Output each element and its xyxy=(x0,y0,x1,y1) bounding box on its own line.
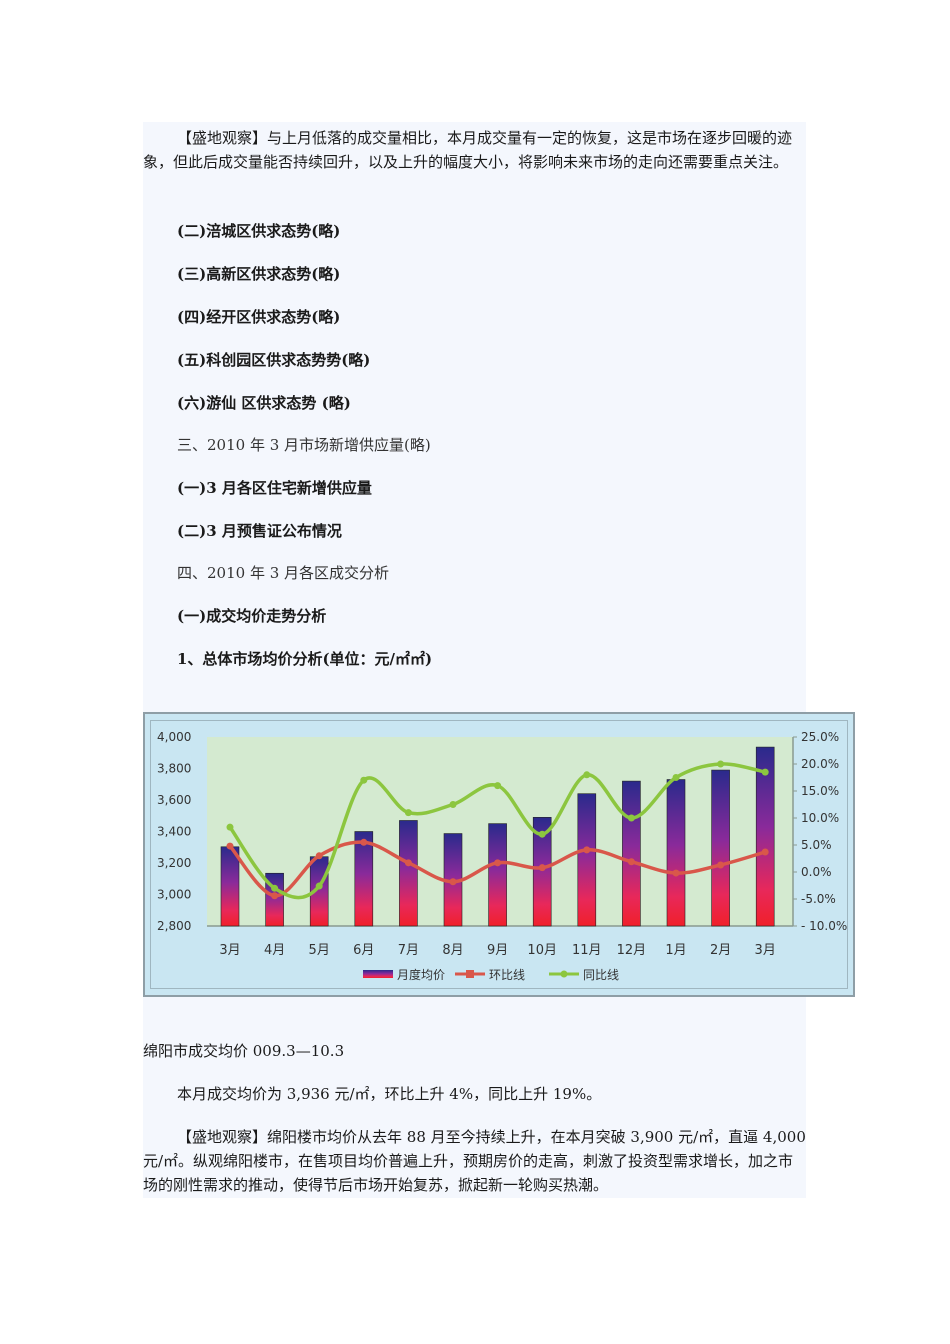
left-axis-tick: 3,400 xyxy=(157,825,191,839)
x-axis-label: 12月 xyxy=(617,943,647,958)
series-marker xyxy=(672,774,680,781)
series-marker xyxy=(583,846,591,854)
section-heading-kechuang: (五)科创园区供求态势势(略) xyxy=(177,351,371,369)
series-marker xyxy=(627,858,635,866)
x-axis-label: 1月 xyxy=(665,943,686,958)
series-marker xyxy=(761,848,769,856)
price-trend-chart: 4,000 3,800 3,600 3,400 3,200 3,000 2,800 25.0%… xyxy=(143,712,855,997)
right-axis-tick: - 10.0% xyxy=(801,919,847,933)
legend-bar-swatch xyxy=(363,970,393,978)
section-heading-jingkai: (四)经开区供求态势(略) xyxy=(177,308,341,326)
left-axis-tick: 3,000 xyxy=(157,888,191,902)
left-axis-tick: 2,800 xyxy=(157,919,191,933)
series-marker xyxy=(494,859,502,867)
series-marker xyxy=(226,823,234,831)
series-marker xyxy=(494,782,502,790)
content-background xyxy=(143,122,806,1198)
left-axis-tick: 4,000 xyxy=(157,730,191,744)
section-heading-transaction: 四、2010 年 3 月各区成交分析 xyxy=(177,564,390,582)
summary-paragraph: 本月成交均价为 3,936 元/㎡，环比上升 4%，同比上升 19%。 xyxy=(177,1085,602,1103)
x-axis-label: 7月 xyxy=(398,943,419,958)
x-axis-label: 11月 xyxy=(572,943,602,958)
bar xyxy=(220,846,240,927)
section-heading-presale: (二)3 月预售证公布情况 xyxy=(177,522,342,540)
x-axis-label: 8月 xyxy=(442,943,463,958)
left-axis-tick: 3,200 xyxy=(157,856,191,870)
legend-mom-marker xyxy=(466,970,474,978)
left-axis-tick: 3,800 xyxy=(157,762,191,776)
series-marker xyxy=(449,801,457,808)
x-axis-label: 5月 xyxy=(309,943,330,958)
series-marker xyxy=(404,859,412,867)
right-axis-tick: 20.0% xyxy=(801,757,839,771)
section-heading-gaoxin: (三)高新区供求态势(略) xyxy=(177,265,341,283)
series-marker xyxy=(360,776,368,784)
series-marker xyxy=(315,852,323,860)
x-axis-label: 2月 xyxy=(710,943,731,958)
series-marker xyxy=(271,884,279,892)
right-axis-tick: -5.0% xyxy=(801,892,836,906)
bar xyxy=(711,769,730,927)
right-axis-tick: 15.0% xyxy=(801,784,839,798)
bar xyxy=(755,746,775,927)
bar xyxy=(532,817,552,927)
bar xyxy=(354,831,374,927)
section-heading-youxian: (六)游仙 区供求态势 (略) xyxy=(177,394,351,412)
section-heading-fucheng: (二)涪城区供求态势(略) xyxy=(177,222,341,240)
intro-paragraph: 【盛地观察】与上月低落的成交量相比，本月成交量有一定的恢复，这是市场在逐步回暖的… xyxy=(143,129,793,171)
legend-label: 月度均价 xyxy=(397,967,445,982)
chart-canvas: 4,000 3,800 3,600 3,400 3,200 3,000 2,800 25.0%… xyxy=(157,730,847,982)
series-marker xyxy=(583,771,591,779)
observation-paragraph: 【盛地观察】绵阳楼市均价从去年 88 月至今持续上升，在本月突破 3,900 元… xyxy=(143,1128,806,1194)
legend-yoy-marker xyxy=(560,970,568,978)
section-heading-price-trend: (一)成交均价走势分析 xyxy=(177,607,327,625)
right-axis-tick: 10.0% xyxy=(801,811,839,825)
series-marker xyxy=(271,892,279,900)
right-axis-tick: 0.0% xyxy=(801,865,832,879)
legend-label: 环比线 xyxy=(489,968,525,982)
section-heading-overall-price: 1、总体市场均价分析(单位：元/㎡㎡) xyxy=(177,650,433,668)
x-axis-label: 4月 xyxy=(264,943,285,958)
series-marker xyxy=(315,882,323,890)
series-marker xyxy=(761,768,769,776)
series-marker xyxy=(627,814,635,822)
x-axis-label: 6月 xyxy=(353,943,374,958)
x-axis-label: 9月 xyxy=(487,943,508,958)
series-marker xyxy=(538,830,546,838)
section-heading-new-supply: (一)3 月各区住宅新增供应量 xyxy=(177,479,372,497)
chart-caption: 绵阳市成交均价 009.3—10.3 xyxy=(143,1042,345,1060)
series-marker xyxy=(449,878,457,886)
bar xyxy=(622,780,641,927)
series-marker xyxy=(226,842,234,850)
bar xyxy=(666,779,686,927)
legend-label: 同比线 xyxy=(583,968,619,982)
series-marker xyxy=(360,838,368,846)
series-marker xyxy=(538,864,546,872)
series-marker xyxy=(404,809,412,817)
right-axis-tick: 25.0% xyxy=(801,730,839,744)
right-axis-tick: 5.0% xyxy=(801,838,832,852)
bar xyxy=(399,820,418,927)
series-marker xyxy=(672,869,680,877)
series-marker xyxy=(717,760,725,768)
left-axis-tick: 3,600 xyxy=(157,793,191,807)
series-marker xyxy=(717,861,725,869)
bar xyxy=(488,823,507,927)
section-heading-supply: 三、2010 年 3 月市场新增供应量(略) xyxy=(177,436,431,454)
x-axis-label: 10月 xyxy=(527,943,557,958)
x-axis-label: 3月 xyxy=(755,943,776,958)
chart-inner-frame xyxy=(150,720,848,989)
x-axis-label: 3月 xyxy=(219,943,240,958)
bar xyxy=(577,793,597,927)
